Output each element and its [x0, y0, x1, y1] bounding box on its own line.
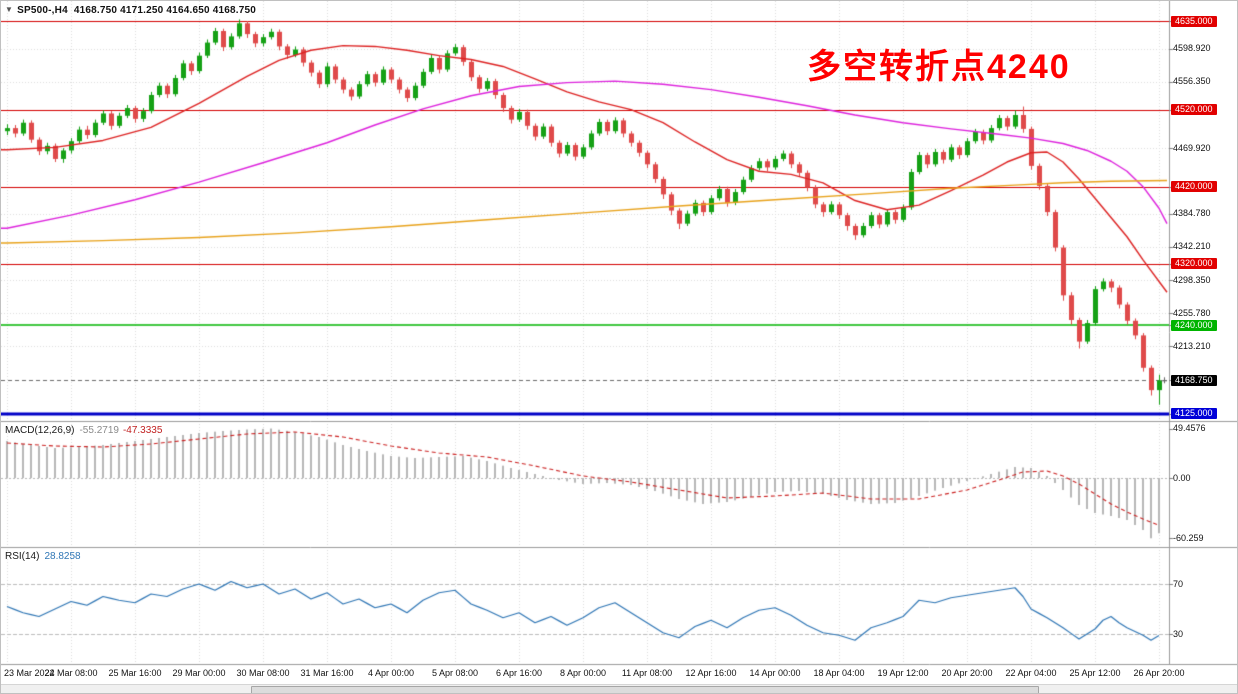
symbol-period-label: SP500-,H4 [17, 5, 68, 16]
rsi-name: RSI(14) [5, 551, 40, 562]
rsi-indicator-label: RSI(14) 28.8258 [5, 551, 81, 562]
chart-header: ▼ SP500-,H4 4168.750 4171.250 4164.650 416… [5, 5, 256, 16]
horizontal-scrollbar[interactable] [1, 684, 1237, 693]
rsi-value: 28.8258 [44, 551, 81, 562]
macd-name: MACD(12,26,9) [5, 425, 75, 436]
macd-value-signal: -47.3335 [122, 425, 163, 436]
ohlc-values: 4168.750 4171.250 4164.650 4168.750 [73, 5, 257, 16]
scrollbar-thumb[interactable] [251, 686, 1039, 693]
macd-indicator-label: MACD(12,26,9) -55.2719 -47.3335 [5, 425, 162, 436]
annotation-text: 多空转折点4240 [807, 48, 1071, 86]
macd-value-main: -55.2719 [79, 425, 119, 436]
symbol-dropdown-icon[interactable]: ▼ [5, 5, 14, 14]
